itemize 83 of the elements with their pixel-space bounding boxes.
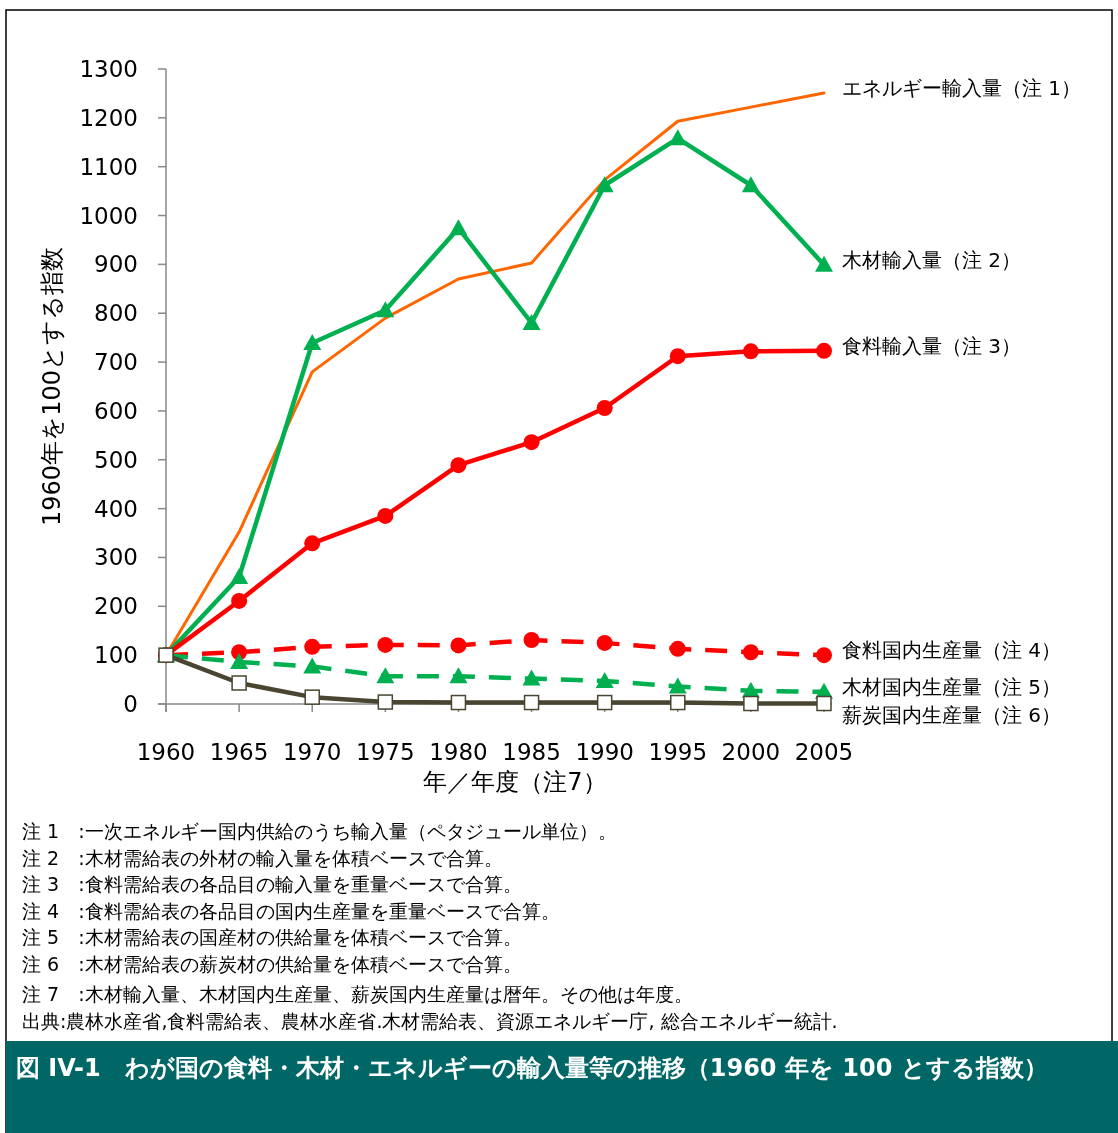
point <box>450 694 467 711</box>
point <box>670 694 686 711</box>
x-tick-label: 1970 <box>282 739 342 765</box>
point <box>596 399 613 416</box>
y-tick-label: 800 <box>94 300 138 327</box>
text: 注 5 :木材需給表の国産材の供給量を体積ベースで合算。 <box>22 926 522 948</box>
y-tick-label: 1100 <box>79 153 138 180</box>
text: 注 3 :食料需給表の各品目の輸入量を重量ベースで合算。 <box>22 873 522 895</box>
point <box>304 535 321 552</box>
y-tick-label: 100 <box>94 642 138 669</box>
point <box>669 348 686 365</box>
source-note: 出典:農林水産省,食料需給表、農林水産省.木材需給表、資源エネルギー庁, 総合エネルギー統計. <box>22 1009 838 1032</box>
series-label: エネルギー輸入量（注 1） <box>842 75 1082 100</box>
point <box>596 634 613 651</box>
series-label: 木材輸入量（注 2） <box>842 247 1022 272</box>
x-tick-label: 2005 <box>794 739 854 765</box>
text: 注 2 :木材需給表の外材の輸入量を体積ベースで合算。 <box>22 846 503 869</box>
y-tick-label: 1300 <box>79 56 138 82</box>
point <box>816 695 832 712</box>
point <box>450 637 467 654</box>
series-label: 木材国内生産量（注 5） <box>842 674 1062 699</box>
point <box>669 640 686 657</box>
point <box>741 176 760 193</box>
point <box>523 632 540 649</box>
point <box>596 694 613 711</box>
y-tick-label: 600 <box>94 397 138 424</box>
point <box>230 568 249 584</box>
series-label: 食料輸入量（注 3） <box>842 333 1022 358</box>
x-tick-label: 1985 <box>502 739 561 765</box>
x-axis-title: 年／年度（注7） <box>423 768 607 796</box>
point <box>816 342 832 359</box>
x-tick-label: 1995 <box>648 739 708 765</box>
y-tick-label: 700 <box>94 349 138 376</box>
y-tick-label: 900 <box>94 251 138 278</box>
point <box>230 652 249 669</box>
y-tick-label: 200 <box>94 593 138 620</box>
y-axis-title: 1960年を100とする指数 <box>38 247 66 526</box>
y-tick-label: 1200 <box>79 104 138 131</box>
x-tick-label: 1990 <box>575 739 634 765</box>
point <box>376 301 395 318</box>
y-tick-label: 500 <box>94 446 138 473</box>
point <box>522 314 541 330</box>
text: 注 1 :一次エネルギー国内供給のうち輸入量（ペタジュール単位）。 <box>22 820 617 842</box>
point <box>522 669 541 686</box>
point <box>523 694 540 711</box>
series-label: 薪炭国内生産量（注 6） <box>842 702 1062 727</box>
series-label: 食料国内生産量（注 4） <box>842 638 1062 663</box>
y-tick-label: 400 <box>94 495 138 522</box>
point <box>595 672 614 689</box>
point <box>231 675 247 691</box>
point <box>816 647 832 664</box>
point <box>668 129 687 146</box>
y-tick-label: 1000 <box>79 202 138 229</box>
point <box>303 334 322 351</box>
point <box>377 694 394 710</box>
x-tick-label: 1960 <box>136 739 196 765</box>
text: 図 IV-1 わが国の食料・木材・エネルギーの輸入量等の推移（1960 年を 100 とする指数） <box>16 1053 1049 1084</box>
point <box>523 434 540 451</box>
x-tick-label: 1980 <box>429 739 488 765</box>
x-tick-label: 1965 <box>209 739 269 765</box>
point <box>377 636 394 653</box>
point <box>595 176 614 193</box>
point <box>449 219 468 236</box>
point <box>668 677 687 694</box>
text: 注 4 :食料需給表の各品目の国内生産量を重量ベースで合算。 <box>22 899 560 922</box>
point <box>742 343 759 360</box>
x-tick-label: 2000 <box>721 739 781 765</box>
point <box>742 644 759 661</box>
point <box>450 457 467 474</box>
y-tick-label: 0 <box>123 691 138 717</box>
text: 注 7 :木材輸入量、木材国内生産量、薪炭国内生産量は暦年。その他は年度。 <box>22 983 693 1005</box>
point <box>303 657 322 674</box>
y-tick-label: 300 <box>94 544 138 571</box>
x-tick-label: 1975 <box>356 739 415 765</box>
point <box>449 667 468 684</box>
point <box>815 255 833 272</box>
point <box>304 638 321 655</box>
point <box>376 667 395 684</box>
point <box>231 592 248 609</box>
point <box>377 507 394 524</box>
point <box>304 689 320 705</box>
point <box>743 695 759 712</box>
text: 注 6 :木材需給表の薪炭材の供給量を体積ベースで合算。 <box>22 952 522 975</box>
